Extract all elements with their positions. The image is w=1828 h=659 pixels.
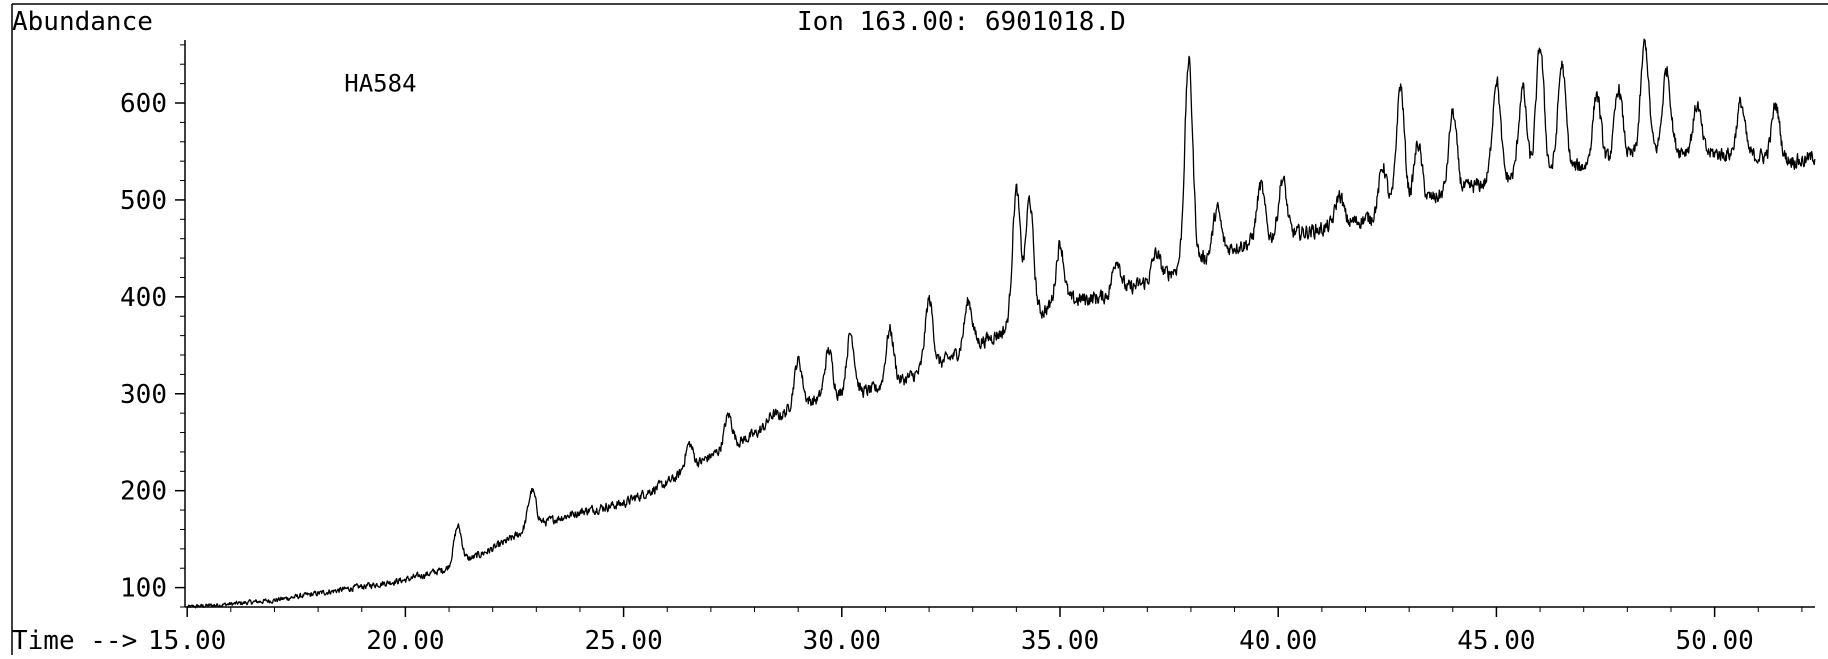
y-tick-label: 600 — [120, 89, 167, 119]
sample-annotation: HA584 — [344, 69, 416, 97]
x-tick-label: 30.00 — [803, 626, 881, 655]
y-axis-title: Abundance — [12, 7, 153, 37]
x-tick-label: 15.00 — [148, 626, 226, 655]
x-tick-label: 20.00 — [366, 626, 444, 655]
y-tick-label: 100 — [120, 574, 167, 604]
y-axis-ticks: 100 200 300 400 500 600 — [120, 44, 185, 608]
x-tick-label: 40.00 — [1239, 626, 1317, 655]
abundance-trace — [186, 38, 1816, 609]
y-tick-label: 500 — [120, 186, 167, 216]
y-tick-label: 300 — [120, 380, 167, 410]
x-tick-label: 35.00 — [1021, 626, 1099, 655]
x-tick-label: 50.00 — [1675, 626, 1753, 655]
chart-title: Ion 163.00: 6901018.D — [797, 7, 1126, 37]
x-axis-ticks: 15.00 20.00 25.00 30.00 35.00 40.00 45.00 50.00 — [148, 607, 1803, 656]
series-layer — [186, 38, 1816, 609]
x-tick-label: 45.00 — [1457, 626, 1535, 655]
y-tick-label: 200 — [120, 477, 167, 507]
x-tick-label: 25.00 — [584, 626, 662, 655]
y-tick-label: 400 — [120, 283, 167, 313]
x-axis-title: Time --> — [12, 626, 137, 655]
